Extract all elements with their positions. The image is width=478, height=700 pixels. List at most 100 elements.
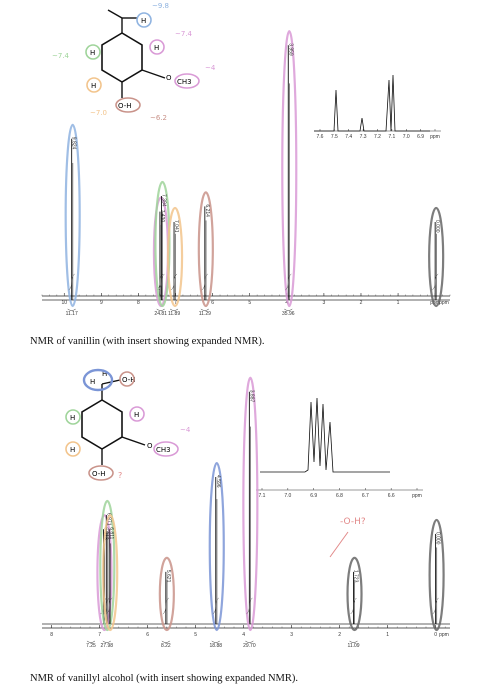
x-tick-label: 9 [100,300,103,306]
methoxy-peak-shift-label: 3.887 [248,390,254,403]
x-tick-label: ppm [430,300,440,306]
x-tick-label: 7 [98,632,101,638]
aromatic-peak-highlight [99,499,116,632]
aromatic-peak-highlight [166,206,184,308]
inset-panel [310,28,445,143]
ring-h-highlight [65,441,81,457]
aromatic-peak-shift-label: 6.811 [108,527,114,539]
integral-value: 27.98 [101,643,114,649]
methyl-group: CH3 [156,446,171,454]
ring-h-highlight [86,77,102,93]
inset-expanded-trace [314,74,430,132]
integral-value: 35.96 [282,311,295,317]
integral-bracket [284,308,293,311]
integral-bracket [102,640,111,643]
vanillin-nmr-spectrum: 7.6 7.5 7.4 7.3 7.2 7.1 7.0 6.9 ppm 10 9 8 7 6 5 4 3 2 1 pp… [30,0,460,330]
oh-annotation: -O-H? [340,517,366,527]
aromatic-peak-integral-curve [106,597,113,615]
x-tick-label: 6 [211,300,214,306]
x-tick-label: 5 [248,300,251,306]
x-tick-label: 1 [386,632,389,638]
aromatic-peak-shift-label: 7.041 [173,220,179,233]
aromatic-peak-integral-curve [158,273,165,291]
hydroxyl-peak-highlight [158,556,175,632]
integral-bracket [349,640,358,643]
aldehyde-hydrogen: H [141,17,146,25]
x-tick-label: 3 [323,300,326,306]
tms-peak-integral-curve [432,273,439,291]
tms-peak-highlight [428,206,445,308]
ring-hydrogen: H [154,44,159,52]
inset-tick-label: 6.8 [336,493,343,499]
ring-h-highlight [129,406,145,422]
tms-peak-shift-label: 0.000 [435,532,441,545]
integral-bracket [67,308,76,311]
bond-methoxy [121,436,146,446]
methylene-hydrogen: H [90,378,95,386]
shift-annotation: ~6.2 [150,114,167,122]
vanillin-spectrum-plot: 7.6 7.5 7.4 7.3 7.2 7.1 7.0 6.9 ppm 10 9 8 7 6 5 4 3 2 1 pp… [41,2,451,317]
ring-h-highlight [149,39,165,55]
x-tick-label: 7 [174,300,177,306]
oh-annotation-arrow [329,531,349,558]
integral-value: 11.17 [66,311,78,317]
inset-tick-label: 7.1 [259,493,266,499]
integral-value: 8.22 [161,643,171,649]
integral-bracket [169,308,179,311]
integral-value: 18.88 [210,643,223,649]
aldehyde-peak-shift-label: 9.824 [71,137,77,150]
aromatic-peak-integral-curve [170,273,178,291]
x-axis-unit-label: ppm [439,632,449,638]
x-tick-label: 2 [338,632,341,638]
bond-carbonyl [107,9,123,19]
oxygen-atom: O [147,442,153,450]
inset-tick-label: 7.6 [317,134,324,140]
vanillin-caption: NMR of vanillin (with insert showing exp… [30,336,265,347]
hydroxyl-highlight [88,465,114,481]
x-axis-unit-label: ppm [439,300,449,306]
x-tick-label: 4 [242,632,245,638]
shift-annotation: ~4 [180,426,191,434]
aromatic-peak-highlight [102,514,119,632]
inset-tick-label: 6.7 [362,493,369,499]
aromatic-peak-shift-label: 7.430 [159,210,165,223]
x-tick-label: 8 [137,300,140,306]
x-tick-label: 0 [434,632,437,638]
aromatic-peak-shift-label: 7.394 [160,194,166,207]
methyl-group: CH3 [177,78,192,86]
methyl-highlight [153,441,179,457]
hydroxyl-group: O-H [118,102,132,110]
methoxy-peak-integral-curve [246,597,253,615]
methylene-peak-integral-curve [212,597,219,615]
integral-bracket [245,640,254,643]
shift-annotation: ~7.4 [52,52,70,60]
methylene-peak-highlight [208,461,225,632]
inset-tick-label: 6.6 [388,493,395,499]
tms-peak-highlight [428,518,445,632]
hydroxyl-highlight [115,97,141,113]
methoxy-peak-shift-label: 3.959 [287,43,293,56]
integral-value: 24.81 [154,311,167,317]
inset-tick-label: 7.0 [284,493,291,499]
x-tick-label: 2 [360,300,363,306]
hydroxyl-group: O-H [92,470,106,478]
ring-hydrogen: H [70,414,75,422]
shift-annotation: ~7.4 [175,30,193,38]
inset-tick-label: 7.0 [403,134,410,140]
integral-value: 11.09 [347,643,359,649]
ring-h-highlight [85,44,101,60]
inset-tick-label: 6.9 [310,493,317,499]
ring-hydrogen: H [90,49,95,57]
alcohol-oh-peak-integral-curve [350,597,357,615]
alcohol-group: O-H [122,376,136,384]
aldehyde-peak-highlight [64,123,81,308]
alcohol-oh-peak-shift-label: 1.723 [353,570,359,583]
x-tick-label: 3 [290,632,293,638]
x-tick-label: 5 [194,632,197,638]
integral-bracket [200,308,209,311]
vanillyl-alcohol-caption: NMR of vanillyl alcohol (with insert sho… [30,673,299,684]
x-tick-label: 10 [61,300,67,306]
ring-hydrogen: H [134,411,139,419]
